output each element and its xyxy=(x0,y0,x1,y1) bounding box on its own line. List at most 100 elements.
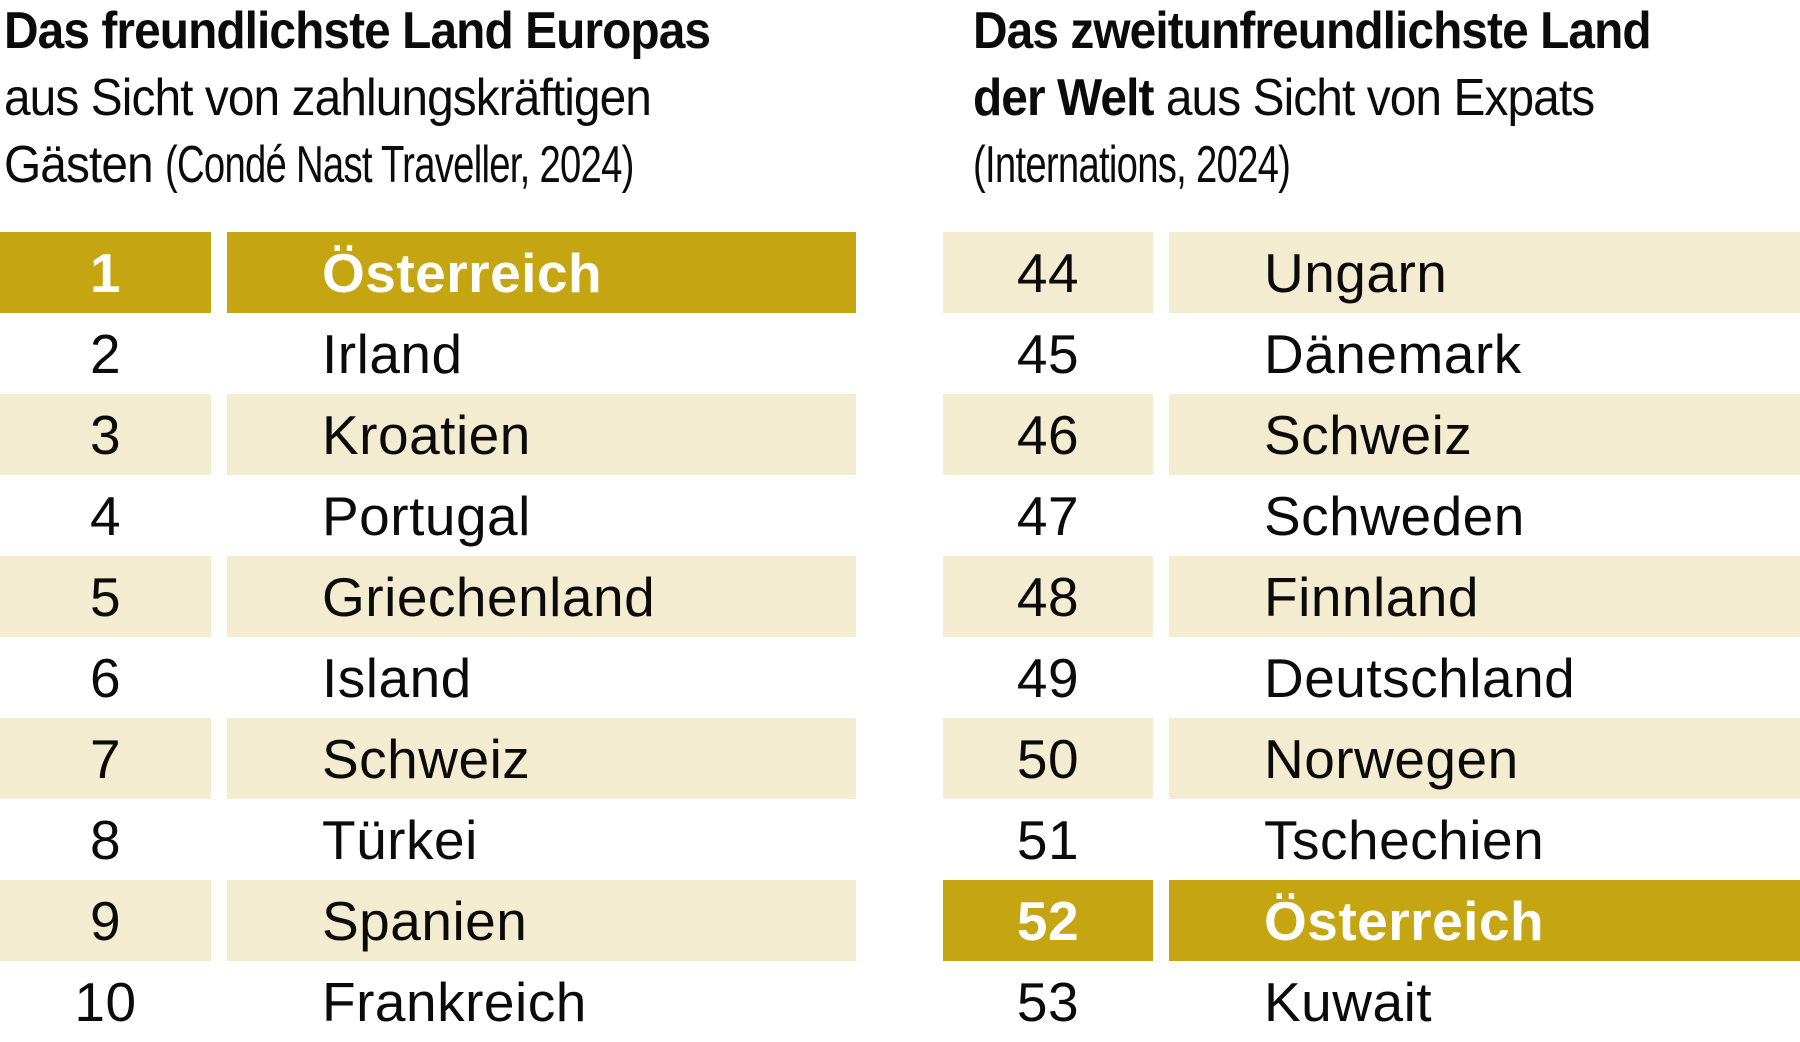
title-text: Gästen xyxy=(4,136,166,194)
column-gap xyxy=(1153,637,1169,718)
country-cell: Schweiz xyxy=(1169,394,1800,475)
column-gap xyxy=(1153,961,1169,1042)
title-text: aus Sicht von zahlungskräftigen xyxy=(4,69,652,127)
source-note: (Condé Nast Traveller, 2024) xyxy=(165,136,634,194)
rank-cell: 2 xyxy=(89,322,122,385)
country-cell: Portugal xyxy=(322,484,531,547)
rank-cell: 8 xyxy=(89,808,122,871)
title-line: Das zweitunfreundlichste Land xyxy=(973,0,1734,65)
country-cell: Irland xyxy=(322,322,463,385)
table-row: 2 Irland xyxy=(0,313,856,394)
table-row: 10 Frankreich xyxy=(0,961,856,1042)
rank-cell: 53 xyxy=(1016,970,1080,1033)
rank-cell: 50 xyxy=(943,718,1153,799)
rank-cell: 3 xyxy=(0,394,211,475)
table-row: 6 Island xyxy=(0,637,856,718)
table-row: 51 Tschechien xyxy=(943,799,1800,880)
table-row: 53 Kuwait xyxy=(943,961,1800,1042)
table-row: 45 Dänemark xyxy=(943,313,1800,394)
country-cell: Kuwait xyxy=(1264,970,1433,1033)
country-cell: Dänemark xyxy=(1264,322,1522,385)
rank-cell: 52 xyxy=(943,880,1153,961)
column-gap xyxy=(1153,475,1169,556)
friendliest-ranking-table: Das freundlichste Land Europas aus Sicht … xyxy=(0,0,856,1042)
column-gap xyxy=(211,232,227,313)
country-cell: Schweiz xyxy=(227,718,856,799)
table-row: 9 Spanien xyxy=(0,880,856,961)
country-cell: Türkei xyxy=(322,808,478,871)
column-gap xyxy=(1153,556,1169,637)
rank-cell: 5 xyxy=(0,556,211,637)
title-line: Gästen (Condé Nast Traveller, 2024) xyxy=(4,132,788,199)
title-line: (Internations, 2024) xyxy=(973,132,1734,199)
rank-cell: 1 xyxy=(0,232,211,313)
country-cell: Tschechien xyxy=(1264,808,1545,871)
source-note: (Internations, 2024) xyxy=(973,136,1291,194)
table-title-right: Das zweitunfreundlichste Land der Welt au… xyxy=(973,0,1800,199)
column-gap xyxy=(211,475,227,556)
table-row: 50 Norwegen xyxy=(943,718,1800,799)
rank-cell: 44 xyxy=(943,232,1153,313)
country-cell: Spanien xyxy=(227,880,856,961)
rank-cell: 10 xyxy=(74,970,137,1033)
column-gap xyxy=(211,718,227,799)
ranking-rows-left: 1 Österreich 2 Irland 3 Kroatien 4 Portugal 5 Gri… xyxy=(0,232,856,1042)
unfriendliest-ranking-table: Das zweitunfreundlichste Land der Welt au… xyxy=(943,0,1800,1042)
table-row-highlighted: 1 Österreich xyxy=(0,232,856,313)
table-row: 3 Kroatien xyxy=(0,394,856,475)
title-text: Das freundlichste Land Europas xyxy=(4,2,711,60)
country-cell: Ungarn xyxy=(1169,232,1800,313)
table-row: 48 Finnland xyxy=(943,556,1800,637)
rank-cell: 48 xyxy=(943,556,1153,637)
country-cell: Österreich xyxy=(1169,880,1800,961)
table-row: 8 Türkei xyxy=(0,799,856,880)
rank-cell: 45 xyxy=(1016,322,1080,385)
country-cell: Island xyxy=(322,646,472,709)
title-line: Das freundlichste Land Europas xyxy=(4,0,788,65)
table-row: 49 Deutschland xyxy=(943,637,1800,718)
rank-cell: 9 xyxy=(0,880,211,961)
title-line: der Welt aus Sicht von Expats xyxy=(973,65,1734,132)
column-gap xyxy=(1153,718,1169,799)
table-row: 44 Ungarn xyxy=(943,232,1800,313)
rank-cell: 6 xyxy=(89,646,122,709)
table-title-left: Das freundlichste Land Europas aus Sicht … xyxy=(4,0,856,199)
column-gap xyxy=(1153,232,1169,313)
rank-cell: 49 xyxy=(1016,646,1080,709)
country-cell: Kroatien xyxy=(227,394,856,475)
rank-cell: 7 xyxy=(0,718,211,799)
table-row: 5 Griechenland xyxy=(0,556,856,637)
column-gap xyxy=(211,799,227,880)
country-cell: Finnland xyxy=(1169,556,1800,637)
country-cell: Schweden xyxy=(1264,484,1525,547)
table-row: 4 Portugal xyxy=(0,475,856,556)
title-text: Das zweitunfreundlichste Land xyxy=(973,2,1652,60)
country-cell: Norwegen xyxy=(1169,718,1800,799)
table-row-highlighted: 52 Österreich xyxy=(943,880,1800,961)
table-row: 47 Schweden xyxy=(943,475,1800,556)
column-gap xyxy=(211,637,227,718)
ranking-rows-right: 44 Ungarn 45 Dänemark 46 Schweiz 47 Schweden 48 F… xyxy=(943,232,1800,1042)
title-text: aus Sicht von Expats xyxy=(1165,69,1595,127)
table-row: 7 Schweiz xyxy=(0,718,856,799)
table-row: 46 Schweiz xyxy=(943,394,1800,475)
column-gap xyxy=(211,394,227,475)
column-gap xyxy=(1153,394,1169,475)
column-gap xyxy=(211,961,227,1042)
country-cell: Deutschland xyxy=(1264,646,1576,709)
column-gap xyxy=(211,313,227,394)
title-line: aus Sicht von zahlungskräftigen xyxy=(4,65,788,132)
column-gap xyxy=(1153,313,1169,394)
rank-cell: 51 xyxy=(1016,808,1080,871)
column-gap xyxy=(211,880,227,961)
rank-cell: 4 xyxy=(89,484,122,547)
country-cell: Frankreich xyxy=(322,970,587,1033)
column-gap xyxy=(1153,799,1169,880)
title-text: der Welt xyxy=(973,69,1166,127)
country-cell: Griechenland xyxy=(227,556,856,637)
rank-cell: 47 xyxy=(1016,484,1080,547)
rank-cell: 46 xyxy=(943,394,1153,475)
column-gap xyxy=(211,556,227,637)
country-cell: Österreich xyxy=(227,232,856,313)
